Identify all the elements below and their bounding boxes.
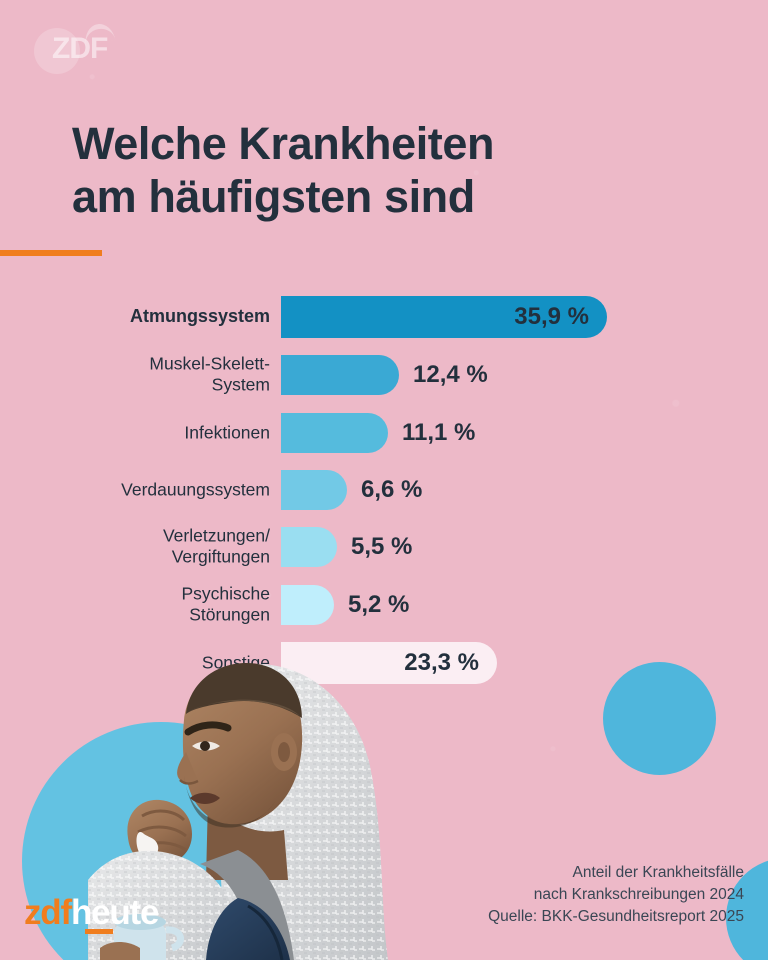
source-note: Anteil der Krankheitsfälle nach Kranksch…	[324, 862, 744, 928]
zdf-watermark-text: ZDF	[52, 32, 108, 65]
bar-fill	[281, 296, 607, 338]
bar-value-label: 6,6 %	[361, 475, 423, 503]
bar-category-label: Atmungssystem	[129, 306, 270, 327]
zdf-watermark-disc	[34, 28, 80, 74]
logo-heute-text: heute	[70, 893, 160, 932]
page-title-line-2: am häufigsten sind	[72, 170, 475, 222]
bar-row: Verletzungen/ Vergiftungen 5,5 %	[0, 518, 768, 576]
bar-row: Sonstige 23,3 %	[0, 634, 768, 691]
source-line-1: Anteil der Krankheitsfälle	[572, 864, 744, 881]
bar-fill	[281, 641, 497, 684]
bar-category-label: Infektionen	[184, 421, 270, 442]
page-title-line-1: Welche Krankheiten	[72, 118, 495, 169]
zdf-watermark-logo: ZDF	[34, 18, 120, 80]
bar-chart: Atmungssystem 35,9 % Muskel-Skelett- Syste…	[0, 288, 768, 691]
bar-fill	[281, 412, 388, 453]
logo-zdf-text: zdf	[24, 893, 72, 932]
bar-value-label: 5,2 %	[348, 591, 410, 618]
bar-row: Verdauungssystem 6,6 %	[0, 461, 768, 518]
zdfheute-logo: zdfheute	[24, 893, 160, 933]
bar-fill	[281, 355, 399, 395]
bar-category-label: Verdauungssystem	[121, 478, 270, 499]
bar-value-label: 35,9 %	[514, 303, 589, 330]
bar-value-label: 5,5 %	[351, 533, 413, 560]
page-title: Welche Krankheiten am häufigsten sind	[72, 118, 672, 223]
logo-underline	[85, 929, 113, 934]
photo-illustration	[88, 662, 388, 960]
bar-fill	[281, 585, 334, 625]
decorative-circle-right	[603, 662, 716, 775]
bar-value-label: 12,4 %	[413, 361, 488, 388]
bar-fill	[281, 469, 347, 510]
bar-category-label: Verletzungen/ Vergiftungen	[162, 525, 270, 567]
bar-category-label: Psychische Störungen	[181, 583, 270, 625]
bar-row: Infektionen 11,1 %	[0, 404, 768, 461]
bar-category-label: Muskel-Skelett- System	[149, 353, 270, 395]
source-line-3: Quelle: BKK-Gesundheitsreport 2025	[488, 908, 744, 925]
bar-value-label: 23,3 %	[404, 648, 479, 676]
bar-value-label: 11,1 %	[402, 418, 476, 446]
bar-fill	[281, 527, 337, 567]
bar-row: Atmungssystem 35,9 %	[0, 288, 768, 346]
bar-row: Muskel-Skelett- System 12,4 %	[0, 346, 768, 404]
source-line-2: nach Krankschreibungen 2024	[533, 886, 744, 903]
accent-rule	[0, 250, 102, 256]
bar-row: Psychische Störungen 5,2 %	[0, 576, 768, 634]
photo-sick-man	[88, 648, 398, 960]
